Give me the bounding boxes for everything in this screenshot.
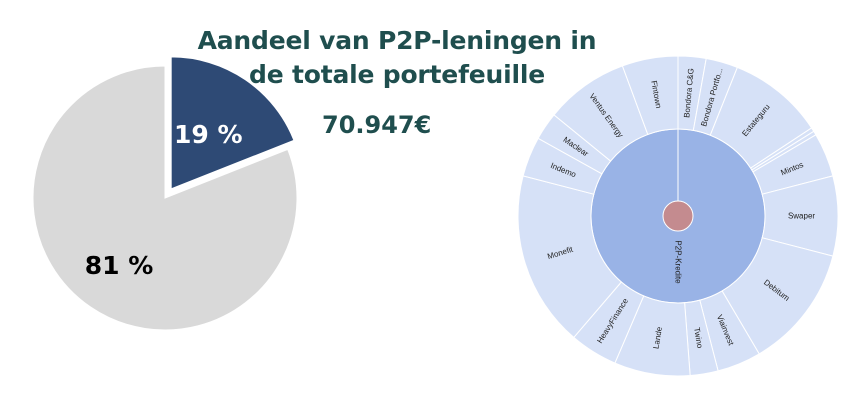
p2p-breakdown-sunburst-chart: Bondora C&G Bondora Portfo... EstateguruMi…	[517, 55, 839, 377]
p2p-total-amount: 70.947€	[322, 111, 432, 139]
p2p-share-pie-chart: 19 % 81 %	[32, 56, 298, 331]
sunburst-label-lande: Lande	[651, 326, 664, 350]
pie-slice-label-19: 19 %	[174, 120, 243, 149]
sunburst-inner-label: P2P-Kredite	[674, 240, 683, 284]
sunburst-center-node	[662, 200, 694, 232]
chart-title: Aandeel van P2P-leningen in de totale po…	[190, 24, 604, 92]
sunburst-label-bondora-c-g: Bondora C&G	[682, 68, 695, 118]
sunburst-segment-fintown	[621, 55, 679, 136]
pie-slice-19-percent	[170, 56, 295, 190]
sunburst-label-swaper: Swaper	[788, 212, 815, 221]
sunburst-label-twino: Twino	[692, 327, 704, 350]
pie-slice-81-percent	[32, 65, 298, 331]
chart-title-line-1: Aandeel van P2P-leningen in	[197, 26, 597, 55]
chart-title-line-2: de totale portefeuille	[249, 60, 545, 89]
pie-slice-label-81: 81 %	[85, 251, 154, 280]
